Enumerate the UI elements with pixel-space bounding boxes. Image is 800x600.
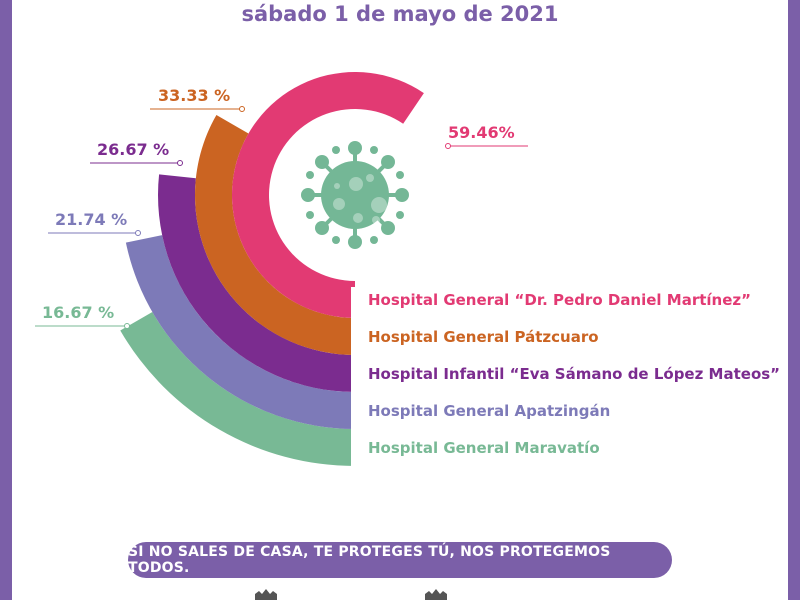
value-label-hospital-general-dr-pedro-daniel-martinez: 59.46% <box>448 123 515 142</box>
bar-hospital-general-apatzingan <box>125 235 355 429</box>
leader-dot-hospital-general-patzcuaro <box>239 106 245 112</box>
leader-dot-hospital-general-apatzingan <box>135 230 141 236</box>
legend-item-hospital-general-dr-pedro-daniel-martinez: Hospital General “Dr. Pedro Daniel Martí… <box>368 290 751 309</box>
left-frame-bar <box>0 0 12 600</box>
crest-emblem-right <box>425 589 447 600</box>
legend-item-hospital-infantil-eva-samano-de-lopez-mateos: Hospital Infantil “Eva Sámano de López M… <box>368 364 781 383</box>
bar-hospital-general-dr-pedro-daniel-martinez <box>231 71 424 318</box>
legend-item-hospital-general-patzcuaro: Hospital General Pátzcuaro <box>368 327 599 346</box>
value-label-hospital-general-maravatio: 16.67 % <box>42 303 115 322</box>
bar-hospital-general-maravatio <box>120 311 355 466</box>
crest-emblem-left <box>255 589 277 600</box>
leader-dot-hospital-general-dr-pedro-daniel-martinez <box>445 143 451 149</box>
bar-hospital-general-patzcuaro <box>195 115 355 355</box>
value-label-hospital-general-apatzingan: 21.74 % <box>55 210 128 229</box>
virus-body <box>321 161 389 229</box>
legend-divider <box>351 287 357 487</box>
value-label-hospital-infantil-eva-samano-de-lopez-mateos: 26.67 % <box>97 140 170 159</box>
label-leader-lines <box>35 106 528 329</box>
bar-hospital-infantil-eva-samano-de-lopez-mateos <box>157 174 355 392</box>
right-frame-bar <box>788 0 800 600</box>
legend-item-hospital-general-apatzingan: Hospital General Apatzingán <box>368 401 611 420</box>
slogan-banner: SI NO SALES DE CASA, TE PROTEGES TÚ, NOS… <box>128 542 672 578</box>
report-date: sábado 1 de mayo de 2021 <box>241 2 559 26</box>
value-label-hospital-general-patzcuaro: 33.33 % <box>158 86 231 105</box>
chart-bars <box>120 71 424 487</box>
legend-item-hospital-general-maravatio: Hospital General Maravatío <box>368 438 600 457</box>
virus-body-spots <box>333 174 387 224</box>
leader-dot-hospital-infantil-eva-samano-de-lopez-mateos <box>177 160 183 166</box>
leader-dot-hospital-general-maravatio <box>124 323 130 329</box>
virus-icon <box>301 141 409 249</box>
